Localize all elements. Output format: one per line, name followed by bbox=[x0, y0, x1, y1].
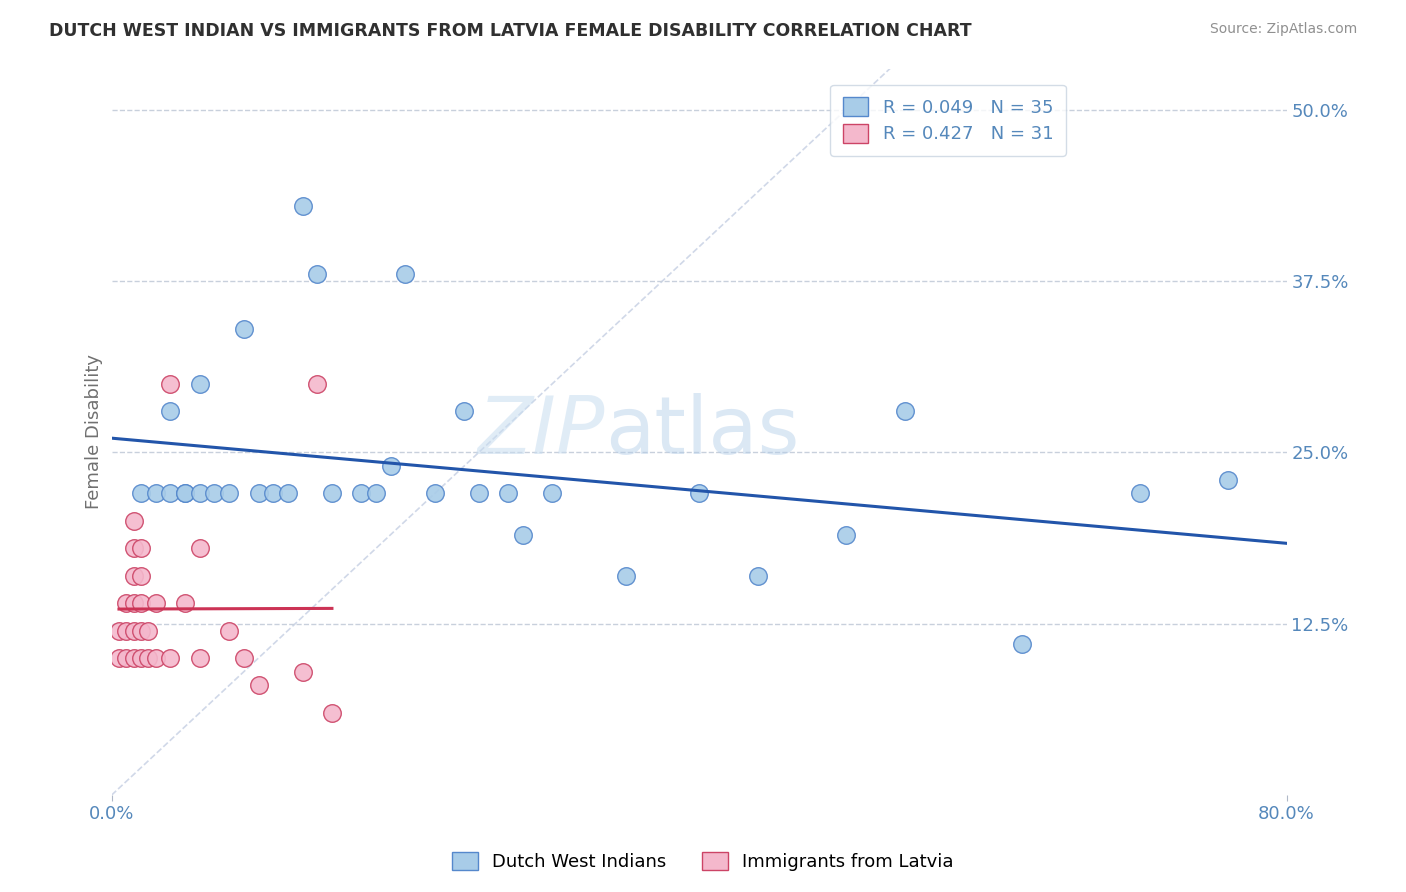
Point bbox=[232, 651, 254, 665]
Point bbox=[1129, 486, 1152, 500]
Point bbox=[1011, 637, 1033, 651]
Point bbox=[307, 376, 329, 391]
Point bbox=[129, 486, 152, 500]
Point bbox=[277, 486, 299, 500]
Point bbox=[129, 624, 152, 638]
Point bbox=[145, 596, 167, 610]
Text: DUTCH WEST INDIAN VS IMMIGRANTS FROM LATVIA FEMALE DISABILITY CORRELATION CHART: DUTCH WEST INDIAN VS IMMIGRANTS FROM LAT… bbox=[49, 22, 972, 40]
Point bbox=[541, 486, 564, 500]
Point bbox=[159, 404, 181, 418]
Point bbox=[1216, 473, 1239, 487]
Point bbox=[188, 376, 211, 391]
Point bbox=[188, 486, 211, 500]
Point bbox=[174, 486, 197, 500]
Point bbox=[232, 322, 254, 336]
Point bbox=[174, 486, 197, 500]
Text: Source: ZipAtlas.com: Source: ZipAtlas.com bbox=[1209, 22, 1357, 37]
Point bbox=[747, 568, 769, 582]
Text: ZIP: ZIP bbox=[478, 392, 605, 471]
Point bbox=[262, 486, 284, 500]
Point bbox=[108, 651, 131, 665]
Point bbox=[138, 624, 160, 638]
Point bbox=[688, 486, 710, 500]
Point bbox=[321, 706, 343, 720]
Point bbox=[453, 404, 475, 418]
Point bbox=[129, 651, 152, 665]
Y-axis label: Female Disability: Female Disability bbox=[86, 354, 103, 509]
Point bbox=[122, 596, 145, 610]
Point bbox=[247, 486, 270, 500]
Point bbox=[122, 541, 145, 556]
Point bbox=[496, 486, 519, 500]
Point bbox=[364, 486, 387, 500]
Point bbox=[291, 665, 314, 679]
Point bbox=[145, 651, 167, 665]
Point bbox=[512, 527, 534, 541]
Point bbox=[115, 651, 138, 665]
Legend: Dutch West Indians, Immigrants from Latvia: Dutch West Indians, Immigrants from Latv… bbox=[446, 845, 960, 879]
Point bbox=[122, 514, 145, 528]
Point bbox=[614, 568, 637, 582]
Legend: R = 0.049   N = 35, R = 0.427   N = 31: R = 0.049 N = 35, R = 0.427 N = 31 bbox=[831, 85, 1066, 156]
Point bbox=[423, 486, 446, 500]
Point bbox=[188, 651, 211, 665]
Point bbox=[115, 624, 138, 638]
Point bbox=[321, 486, 343, 500]
Point bbox=[307, 267, 329, 281]
Point bbox=[122, 568, 145, 582]
Point bbox=[350, 486, 373, 500]
Point bbox=[122, 624, 145, 638]
Point bbox=[122, 651, 145, 665]
Point bbox=[247, 678, 270, 692]
Point bbox=[893, 404, 915, 418]
Point bbox=[835, 527, 858, 541]
Point bbox=[218, 486, 240, 500]
Point bbox=[204, 486, 226, 500]
Point bbox=[129, 541, 152, 556]
Point bbox=[138, 651, 160, 665]
Point bbox=[108, 624, 131, 638]
Point bbox=[115, 596, 138, 610]
Point bbox=[291, 198, 314, 212]
Point bbox=[394, 267, 416, 281]
Point bbox=[159, 486, 181, 500]
Point bbox=[129, 568, 152, 582]
Point bbox=[159, 651, 181, 665]
Point bbox=[129, 596, 152, 610]
Point bbox=[145, 486, 167, 500]
Point bbox=[174, 596, 197, 610]
Point bbox=[188, 541, 211, 556]
Point bbox=[468, 486, 491, 500]
Point bbox=[159, 376, 181, 391]
Text: atlas: atlas bbox=[605, 392, 800, 471]
Point bbox=[218, 624, 240, 638]
Point bbox=[380, 458, 402, 473]
